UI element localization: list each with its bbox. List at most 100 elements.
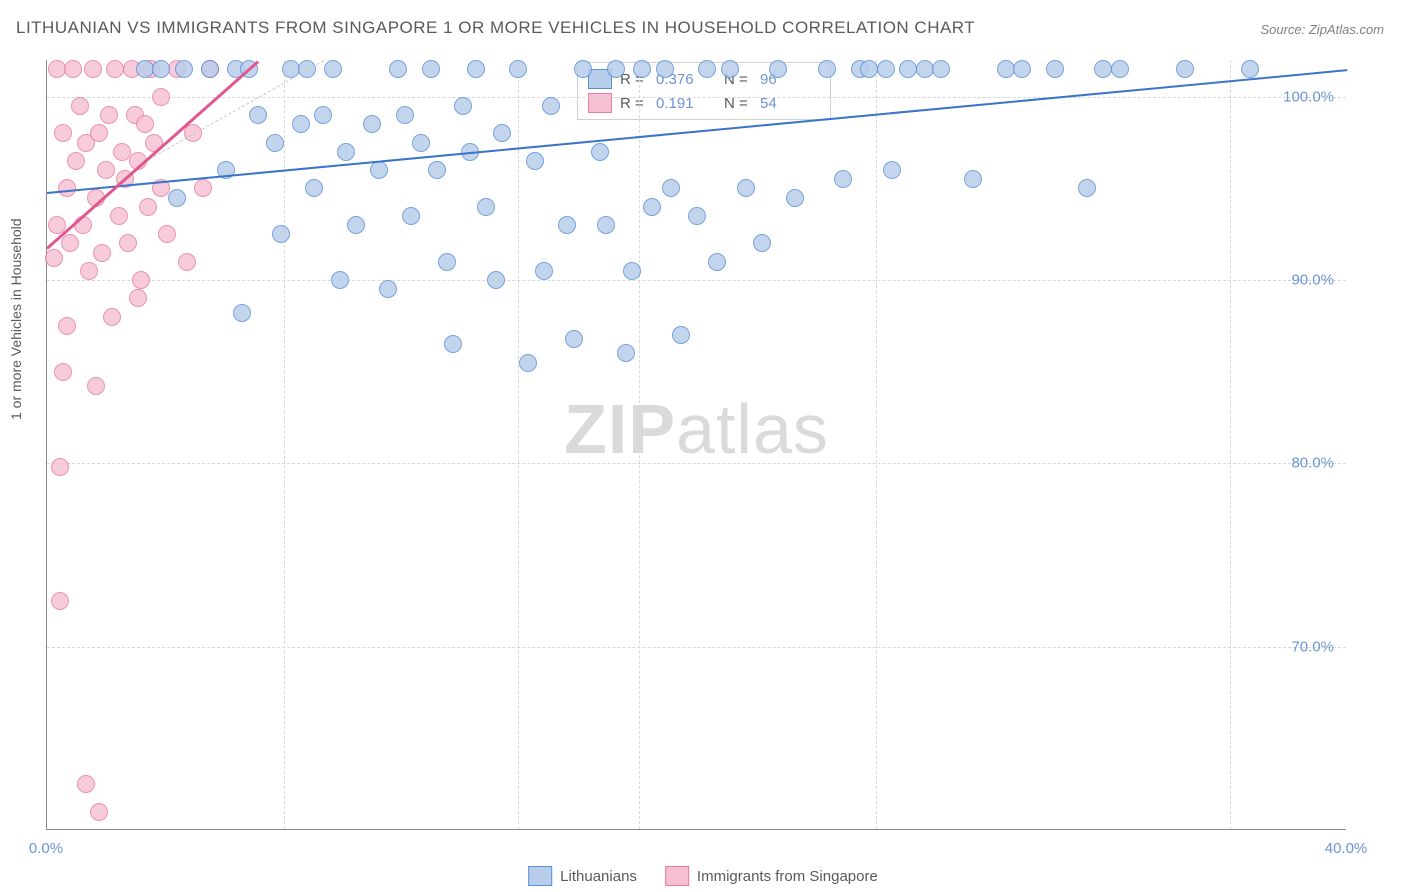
stat-n-value-a: 96 (760, 71, 820, 88)
point-b (119, 234, 137, 252)
point-a (337, 143, 355, 161)
point-b (58, 317, 76, 335)
point-a (656, 60, 674, 78)
y-axis-label: 1 or more Vehicles in Household (8, 218, 24, 420)
legend-swatch-a (528, 866, 552, 886)
legend-item-a: Lithuanians (528, 866, 637, 886)
point-b (71, 97, 89, 115)
point-a (672, 326, 690, 344)
point-a (444, 335, 462, 353)
point-a (877, 60, 895, 78)
point-b (64, 60, 82, 78)
point-b (67, 152, 85, 170)
point-a (272, 225, 290, 243)
point-a (249, 106, 267, 124)
point-a (233, 304, 251, 322)
point-a (487, 271, 505, 289)
watermark-bold: ZIP (564, 390, 676, 468)
point-a (370, 161, 388, 179)
point-b (51, 458, 69, 476)
point-a (363, 115, 381, 133)
point-a (737, 179, 755, 197)
point-a (1013, 60, 1031, 78)
point-b (139, 198, 157, 216)
point-a (292, 115, 310, 133)
legend-swatch-b (665, 866, 689, 886)
gridline-v (1230, 60, 1231, 829)
point-b (158, 225, 176, 243)
point-a (834, 170, 852, 188)
point-a (347, 216, 365, 234)
point-a (175, 60, 193, 78)
point-a (607, 60, 625, 78)
y-tick-label: 90.0% (1291, 272, 1334, 289)
point-a (1111, 60, 1129, 78)
point-a (617, 344, 635, 362)
source-attribution: Source: ZipAtlas.com (1260, 22, 1384, 37)
point-a (698, 60, 716, 78)
point-a (314, 106, 332, 124)
point-a (266, 134, 284, 152)
point-a (565, 330, 583, 348)
watermark: ZIPatlas (564, 389, 829, 469)
gridline-h (47, 463, 1346, 464)
point-a (477, 198, 495, 216)
point-b (84, 60, 102, 78)
point-a (633, 60, 651, 78)
point-b (80, 262, 98, 280)
point-b (113, 143, 131, 161)
point-a (818, 60, 836, 78)
point-a (597, 216, 615, 234)
point-a (305, 179, 323, 197)
point-a (1176, 60, 1194, 78)
y-tick-label: 70.0% (1291, 638, 1334, 655)
point-b (93, 244, 111, 262)
point-b (90, 803, 108, 821)
point-b (58, 179, 76, 197)
point-b (87, 377, 105, 395)
point-b (110, 207, 128, 225)
x-tick-label: 40.0% (1325, 840, 1368, 857)
plot-area: ZIPatlas R = 0.376 N = 96 R = 0.191 N = … (46, 60, 1346, 830)
point-b (45, 249, 63, 267)
point-b (100, 106, 118, 124)
gridline-v (284, 60, 285, 829)
point-b (136, 115, 154, 133)
point-a (1046, 60, 1064, 78)
point-a (542, 97, 560, 115)
point-a (688, 207, 706, 225)
point-a (643, 198, 661, 216)
point-b (152, 88, 170, 106)
point-b (194, 179, 212, 197)
point-a (786, 189, 804, 207)
gridline-h (47, 97, 1346, 98)
point-a (422, 60, 440, 78)
point-a (201, 60, 219, 78)
stats-row-b: R = 0.191 N = 54 (588, 91, 820, 115)
point-a (574, 60, 592, 78)
point-a (708, 253, 726, 271)
point-a (402, 207, 420, 225)
gridline-v (639, 60, 640, 829)
point-a (152, 60, 170, 78)
point-b (132, 271, 150, 289)
point-a (591, 143, 609, 161)
gridline-v (876, 60, 877, 829)
point-a (493, 124, 511, 142)
point-b (178, 253, 196, 271)
point-a (558, 216, 576, 234)
point-a (1078, 179, 1096, 197)
point-b (90, 124, 108, 142)
point-a (389, 60, 407, 78)
gridline-h (47, 647, 1346, 648)
gridline-v (518, 60, 519, 829)
bottom-legend: Lithuanians Immigrants from Singapore (528, 866, 878, 886)
point-a (509, 60, 527, 78)
point-a (467, 60, 485, 78)
point-b (54, 363, 72, 381)
point-a (379, 280, 397, 298)
point-a (932, 60, 950, 78)
point-a (412, 134, 430, 152)
point-a (964, 170, 982, 188)
point-a (396, 106, 414, 124)
